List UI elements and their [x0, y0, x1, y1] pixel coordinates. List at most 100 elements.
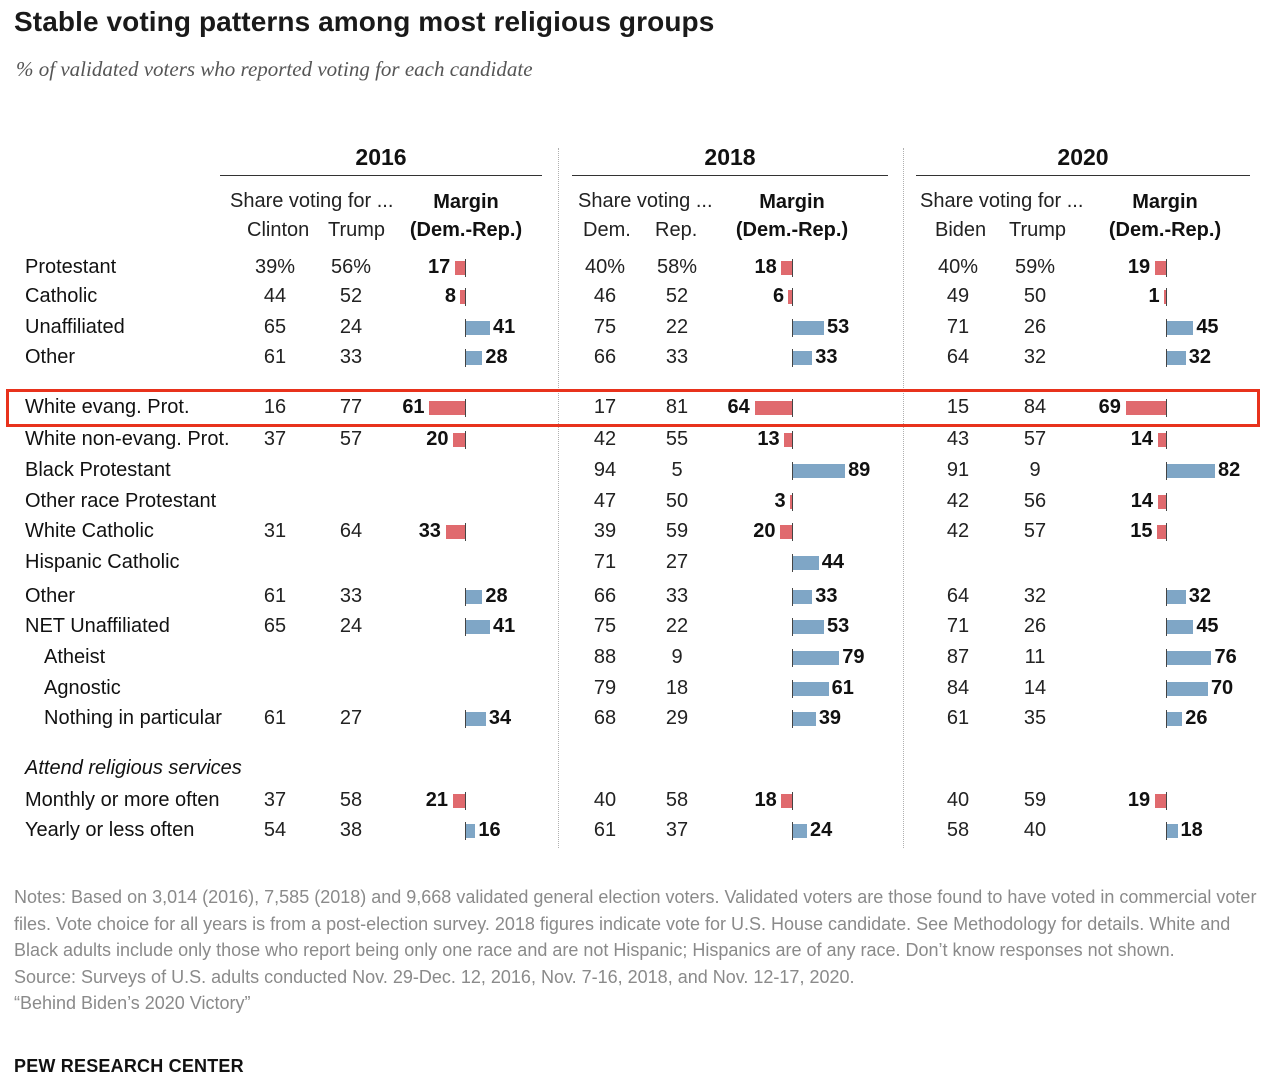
- margin-value: 18: [754, 789, 777, 811]
- margin-value: 45: [1196, 316, 1219, 338]
- margin-bar-rep: [1157, 433, 1166, 447]
- margin-value: 15: [1130, 520, 1153, 542]
- margin-value: 61: [831, 677, 854, 699]
- margin-bar-dem: [793, 620, 824, 634]
- margin-bar-rep: [429, 401, 465, 415]
- margin-axis: [792, 399, 793, 417]
- share-value-candidate-1: 64: [946, 585, 970, 607]
- margin-bar-dem: [793, 556, 819, 570]
- share-value-candidate-1: 39: [593, 520, 617, 542]
- margin-label: Margin: [433, 191, 499, 213]
- share-value-candidate-1: 31: [263, 520, 287, 542]
- share-value-candidate-1: 64: [946, 346, 970, 368]
- share-value-candidate-1: 71: [946, 615, 970, 637]
- margin-axis: [1166, 493, 1167, 511]
- margin-bar-dem: [793, 712, 816, 726]
- margin-axis: [792, 792, 793, 810]
- share-value-candidate-1: 46: [593, 285, 617, 307]
- share-value-candidate-2: 26: [1023, 615, 1047, 637]
- margin-axis: [1166, 792, 1167, 810]
- margin-bar-rep: [788, 290, 792, 304]
- share-value-candidate-1: 61: [263, 707, 287, 729]
- share-value-candidate-1: 91: [946, 459, 970, 481]
- margin-value: 18: [754, 256, 777, 278]
- share-value-candidate-1: 42: [593, 428, 617, 450]
- candidate-2-label: Trump: [1009, 219, 1067, 241]
- share-value-candidate-2: 84: [1023, 396, 1047, 418]
- row-label: Nothing in particular: [44, 707, 222, 729]
- margin-value: 18: [1180, 819, 1203, 841]
- share-value-candidate-1: 58: [946, 819, 970, 841]
- share-value-candidate-2: 5: [671, 459, 683, 481]
- share-value-candidate-2: 64: [339, 520, 363, 542]
- margin-axis: [1166, 431, 1167, 449]
- margin-value: 76: [1214, 646, 1237, 668]
- share-value-candidate-1: 61: [263, 346, 287, 368]
- candidate-1-label: Clinton: [247, 219, 310, 241]
- margin-axis: [792, 493, 793, 511]
- margin-axis: [792, 554, 793, 572]
- margin-value: 32: [1188, 585, 1211, 607]
- margin-axis: [465, 259, 466, 277]
- margin-bar-dem: [793, 590, 813, 604]
- margin-axis: [465, 288, 466, 306]
- margin-value: 19: [1127, 789, 1151, 811]
- margin-bar-rep: [1125, 401, 1166, 415]
- row-label: Other: [25, 585, 76, 607]
- share-value-candidate-2: 52: [665, 285, 689, 307]
- chart-title: Stable voting patterns among most religi…: [14, 6, 715, 37]
- share-value-candidate-1: 43: [946, 428, 970, 450]
- share-value-candidate-2: 40: [1023, 819, 1047, 841]
- share-value-candidate-1: 75: [593, 615, 617, 637]
- margin-value: 3: [774, 490, 786, 512]
- source-text: Source: Surveys of U.S. adults conducted…: [14, 966, 855, 987]
- row-label: Catholic: [25, 285, 98, 307]
- share-value-candidate-1: 42: [946, 520, 970, 542]
- margin-bar-rep: [452, 794, 465, 808]
- share-value-candidate-2: 24: [339, 316, 363, 338]
- margin-axis: [465, 710, 466, 728]
- share-value-candidate-1: 47: [593, 490, 617, 512]
- row-label: Atheist: [44, 646, 106, 668]
- margin-value: 64: [727, 396, 750, 418]
- share-value-candidate-2: 58%: [656, 256, 698, 278]
- share-value-candidate-1: 61: [593, 819, 617, 841]
- share-value-candidate-2: 33: [665, 346, 689, 368]
- margin-bar-rep: [1157, 495, 1166, 509]
- margin-bar-rep: [460, 290, 465, 304]
- margin-axis: [1166, 649, 1167, 667]
- margin-axis: [465, 792, 466, 810]
- share-label: Share voting for ...: [230, 190, 394, 212]
- margin-axis: [792, 588, 793, 606]
- highlight-box: [6, 389, 1260, 427]
- share-value-candidate-2: 57: [1023, 428, 1047, 450]
- share-value-candidate-2: 57: [339, 428, 363, 450]
- margin-axis: [1166, 680, 1167, 698]
- margin-axis: [1166, 319, 1167, 337]
- report-title: “Behind Biden’s 2020 Victory”: [14, 993, 251, 1013]
- margin-axis: [1166, 618, 1167, 636]
- chart-subtitle: % of validated voters who reported votin…: [16, 57, 533, 81]
- share-value-candidate-1: 87: [946, 646, 970, 668]
- margin-value: 20: [426, 428, 449, 450]
- share-value-candidate-2: 59: [1023, 789, 1047, 811]
- margin-value: 45: [1196, 615, 1219, 637]
- share-value-candidate-1: 79: [593, 677, 617, 699]
- margin-bar-dem: [1167, 464, 1215, 478]
- margin-value: 20: [753, 520, 776, 542]
- share-value-candidate-2: 56%: [330, 256, 372, 278]
- share-value-candidate-2: 55: [665, 428, 689, 450]
- year-header-2018: 2018: [704, 144, 756, 170]
- share-value-candidate-2: 11: [1024, 646, 1046, 668]
- margin-value: 8: [444, 285, 456, 307]
- share-value-candidate-2: 14: [1023, 677, 1047, 699]
- share-label: Share voting for ...: [920, 190, 1084, 212]
- share-value-candidate-2: 77: [339, 396, 363, 418]
- share-value-candidate-1: 15: [946, 396, 970, 418]
- margin-value: 70: [1210, 677, 1234, 699]
- margin-value: 39: [818, 707, 842, 729]
- row-label: Hispanic Catholic: [25, 551, 180, 573]
- share-value-candidate-2: 52: [339, 285, 363, 307]
- margin-sublabel: (Dem.-Rep.): [735, 219, 849, 241]
- row-label: Protestant: [25, 256, 117, 278]
